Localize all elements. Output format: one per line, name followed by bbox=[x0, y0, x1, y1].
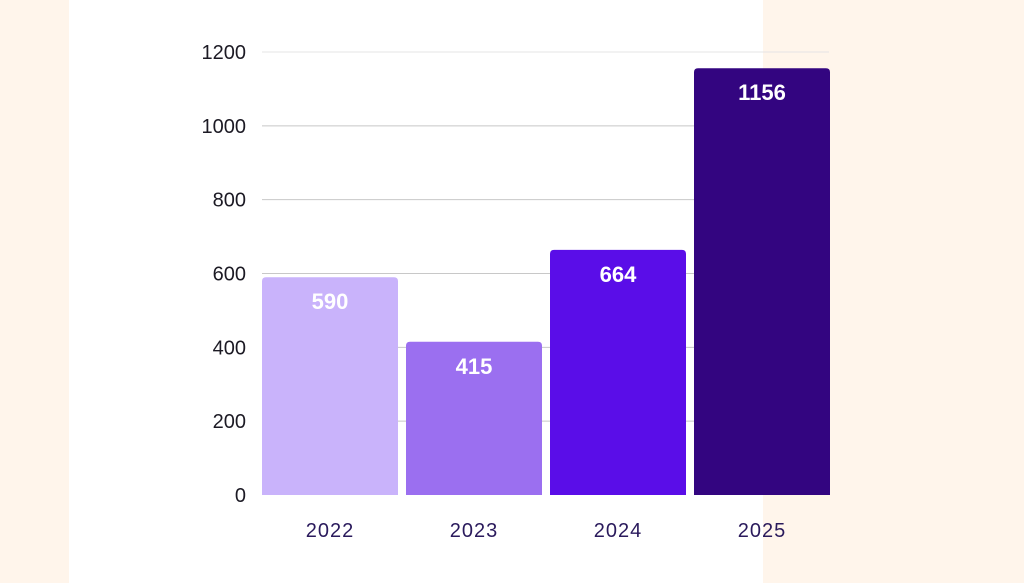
bars bbox=[262, 68, 830, 495]
y-tick-label-400: 400 bbox=[213, 337, 246, 359]
x-tick-label-2024: 2024 bbox=[594, 520, 643, 542]
y-tick-label-0: 0 bbox=[235, 485, 246, 507]
data-label-2025: 1156 bbox=[738, 80, 786, 105]
data-labels: 590 415 664 1156 bbox=[312, 80, 786, 379]
y-tick-label-1200: 1200 bbox=[202, 42, 247, 64]
x-tick-label-2025: 2025 bbox=[738, 520, 787, 542]
bar-2023 bbox=[406, 341, 542, 495]
x-axis: 2022 2023 2024 2025 bbox=[306, 520, 787, 542]
bar-2025 bbox=[694, 68, 830, 495]
data-label-2023: 415 bbox=[456, 354, 493, 379]
y-axis: 0 200 400 600 800 1000 1200 bbox=[202, 42, 247, 507]
x-tick-label-2023: 2023 bbox=[450, 520, 499, 542]
y-tick-label-200: 200 bbox=[213, 411, 246, 433]
y-tick-label-800: 800 bbox=[213, 190, 246, 212]
data-label-2024: 664 bbox=[600, 262, 637, 287]
data-label-2022: 590 bbox=[312, 289, 349, 314]
bar-2024 bbox=[550, 249, 686, 495]
x-tick-label-2022: 2022 bbox=[306, 520, 355, 542]
bar-2022 bbox=[262, 277, 398, 495]
y-tick-label-1000: 1000 bbox=[202, 116, 247, 138]
y-tick-label-600: 600 bbox=[213, 264, 246, 286]
